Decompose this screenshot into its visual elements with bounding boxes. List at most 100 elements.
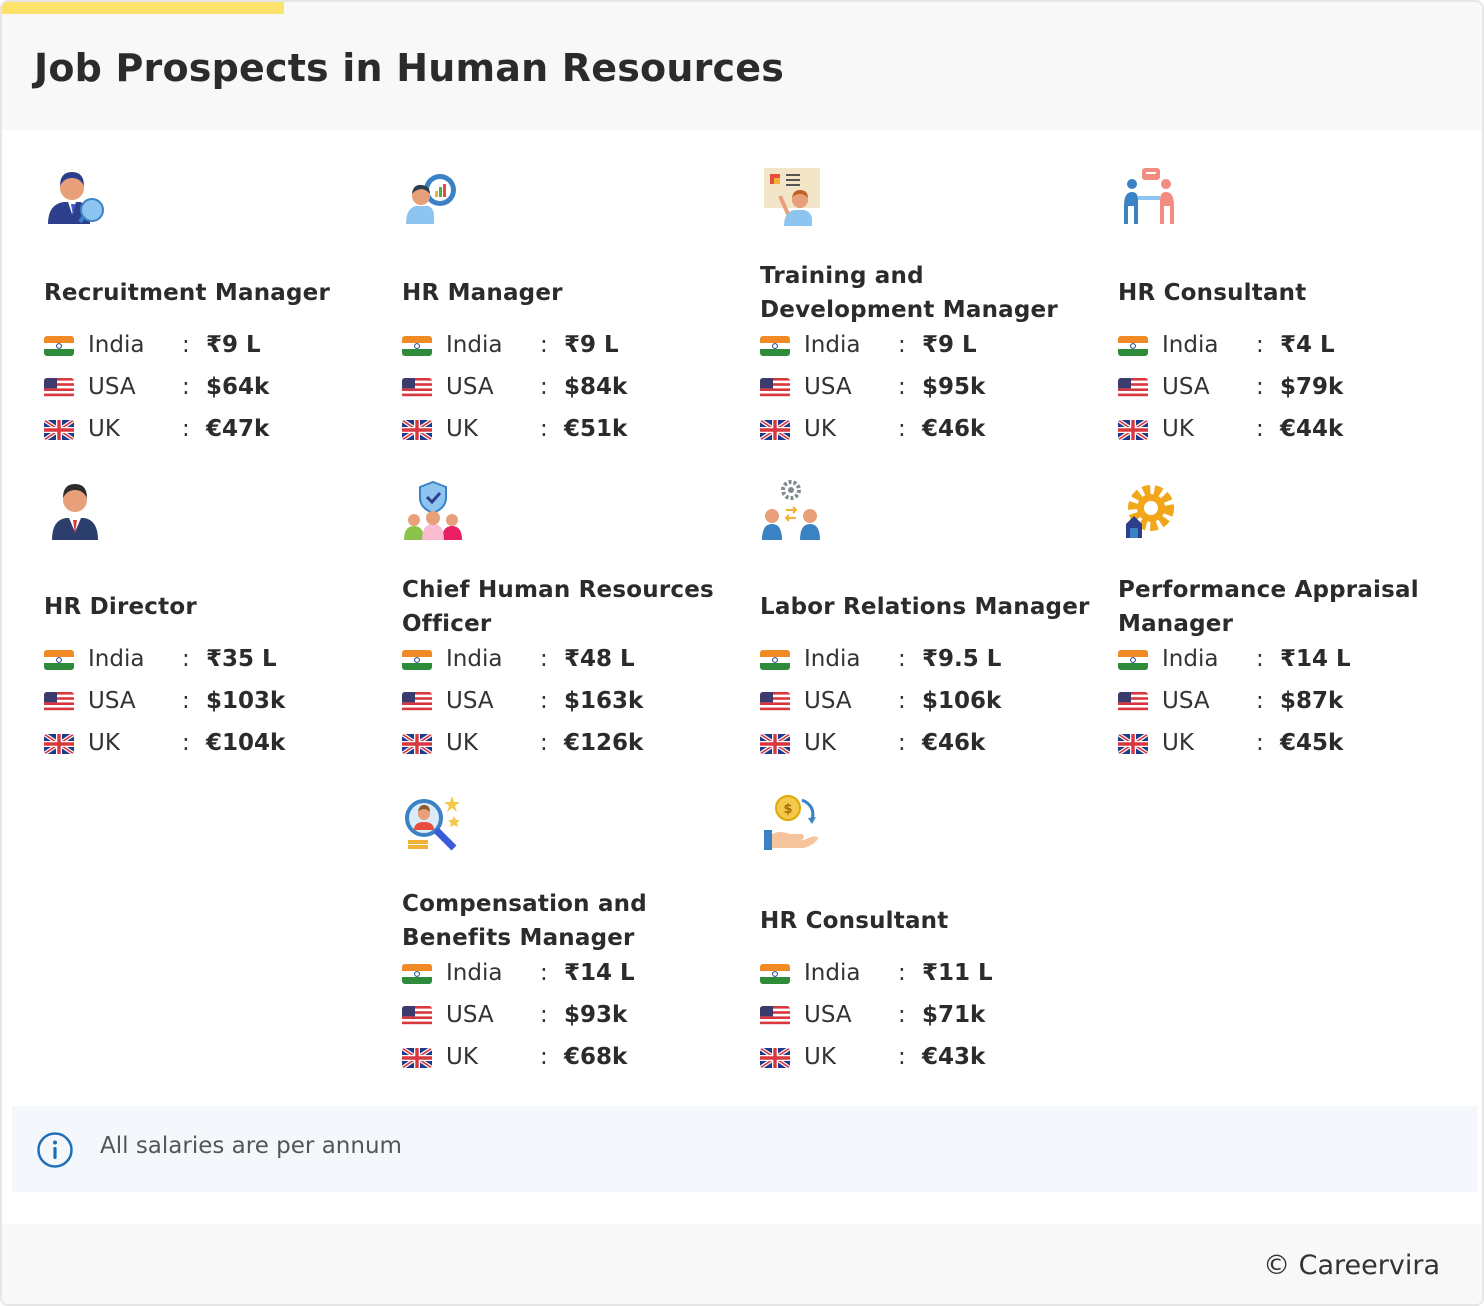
india-flag-icon (44, 650, 74, 670)
salary-row-india: India : ₹48 L (402, 644, 722, 674)
salary-row-usa: USA : $84k (402, 372, 722, 402)
job-card-labor-relations-manager: Labor Relations Manager India : ₹9.5 L U… (760, 480, 1100, 780)
salary-usa: $64k (206, 374, 270, 400)
salary-usa: $106k (922, 688, 1002, 714)
salary-usa: $163k (564, 688, 644, 714)
salary-uk: €43k (922, 1044, 986, 1070)
job-card-training-development-manager: Training and Development Manager India :… (760, 166, 1100, 466)
usa-flag-icon (402, 692, 432, 712)
job-title: Labor Relations Manager (760, 594, 1090, 620)
salary-row-india: India : ₹35 L (44, 644, 364, 674)
usa-flag-icon (1118, 378, 1148, 398)
uk-flag-icon (402, 734, 432, 754)
header: Job Prospects in Human Resources (2, 2, 1482, 130)
salary-row-usa: USA : $79k (1118, 372, 1438, 402)
accent-bar (2, 2, 284, 14)
hr-manager-icon (402, 166, 464, 228)
india-flag-icon (760, 964, 790, 984)
salary-india: ₹11 L (922, 960, 993, 986)
salary-usa: $87k (1280, 688, 1344, 714)
salary-usa: $84k (564, 374, 628, 400)
salary-row-uk: UK : €47k (44, 414, 364, 444)
job-title: Training and Development Manager (760, 263, 1058, 323)
salary-usa: $95k (922, 374, 986, 400)
salary-uk: €104k (206, 730, 286, 756)
consultation-icon (1118, 166, 1180, 228)
uk-flag-icon (44, 420, 74, 440)
india-flag-icon (402, 964, 432, 984)
salary-row-india: India : ₹11 L (760, 958, 1080, 988)
salary-uk: €47k (206, 416, 270, 442)
salary-row-uk: UK : €68k (402, 1042, 722, 1072)
uk-flag-icon (44, 734, 74, 754)
salary-india: ₹9 L (564, 332, 619, 358)
magnifier-star-icon (402, 794, 464, 856)
copyright-text: © Careervira (1263, 1250, 1440, 1281)
usa-flag-icon (402, 378, 432, 398)
uk-flag-icon (1118, 734, 1148, 754)
uk-flag-icon (402, 420, 432, 440)
salary-india: ₹14 L (1280, 646, 1351, 672)
performance-gear-icon (1118, 480, 1180, 542)
job-card-chief-hr-officer: Chief Human Resources Officer India : ₹4… (402, 480, 742, 780)
salary-row-uk: UK : €104k (44, 728, 364, 758)
uk-flag-icon (760, 420, 790, 440)
salary-uk: €126k (564, 730, 644, 756)
uk-flag-icon (1118, 420, 1148, 440)
india-flag-icon (1118, 336, 1148, 356)
salary-row-india: India : ₹4 L (1118, 330, 1438, 360)
salary-usa: $93k (564, 1002, 628, 1028)
svg-text:$: $ (783, 802, 792, 817)
usa-flag-icon (760, 692, 790, 712)
salary-row-uk: UK : €45k (1118, 728, 1438, 758)
salary-usa: $71k (922, 1002, 986, 1028)
salary-row-usa: USA : $95k (760, 372, 1080, 402)
uk-flag-icon (760, 734, 790, 754)
job-card-hr-director: HR Director India : ₹35 L USA : $103k UK… (44, 480, 384, 780)
salary-row-india: India : ₹9.5 L (760, 644, 1080, 674)
india-flag-icon (402, 650, 432, 670)
job-card-hr-consultant-2: $ HR Consultant India : ₹11 L USA : $71k… (760, 794, 1100, 1094)
salary-uk: €45k (1280, 730, 1344, 756)
salary-uk: €51k (564, 416, 628, 442)
salary-india: ₹35 L (206, 646, 277, 672)
india-flag-icon (402, 336, 432, 356)
salary-uk: €46k (922, 416, 986, 442)
job-card-performance-appraisal-manager: Performance Appraisal Manager India : ₹1… (1118, 480, 1458, 780)
info-note: All salaries are per annum (12, 1106, 1478, 1192)
salary-row-uk: UK : €46k (760, 414, 1080, 444)
team-shield-icon (402, 480, 464, 542)
salary-india: ₹48 L (564, 646, 635, 672)
india-flag-icon (760, 336, 790, 356)
salary-row-uk: UK : €43k (760, 1042, 1080, 1072)
salary-row-uk: UK : €46k (760, 728, 1080, 758)
salary-row-usa: USA : $87k (1118, 686, 1438, 716)
salary-india: ₹9 L (206, 332, 261, 358)
salary-row-india: India : ₹9 L (44, 330, 364, 360)
salary-row-uk: UK : €126k (402, 728, 722, 758)
job-title: Recruitment Manager (44, 280, 330, 306)
india-flag-icon (760, 650, 790, 670)
salary-row-uk: UK : €44k (1118, 414, 1438, 444)
usa-flag-icon (44, 692, 74, 712)
uk-flag-icon (402, 1048, 432, 1068)
footer: © Careervira (2, 1224, 1482, 1304)
salary-india: ₹4 L (1280, 332, 1335, 358)
coin-hand-icon: $ (760, 794, 822, 856)
uk-flag-icon (760, 1048, 790, 1068)
salary-uk: €44k (1280, 416, 1344, 442)
salary-row-india: India : ₹14 L (402, 958, 722, 988)
salary-uk: €46k (922, 730, 986, 756)
job-title: HR Director (44, 594, 197, 620)
job-title: HR Manager (402, 280, 563, 306)
labor-exchange-icon (760, 480, 822, 542)
india-flag-icon (44, 336, 74, 356)
job-title: HR Consultant (1118, 280, 1307, 306)
job-card-hr-manager: HR Manager India : ₹9 L USA : $84k UK : … (402, 166, 742, 466)
job-title: Chief Human Resources Officer (402, 577, 714, 637)
job-title: Compensation and Benefits Manager (402, 891, 647, 951)
info-icon (36, 1131, 74, 1169)
salary-row-uk: UK : €51k (402, 414, 722, 444)
salary-india: ₹9 L (922, 332, 977, 358)
